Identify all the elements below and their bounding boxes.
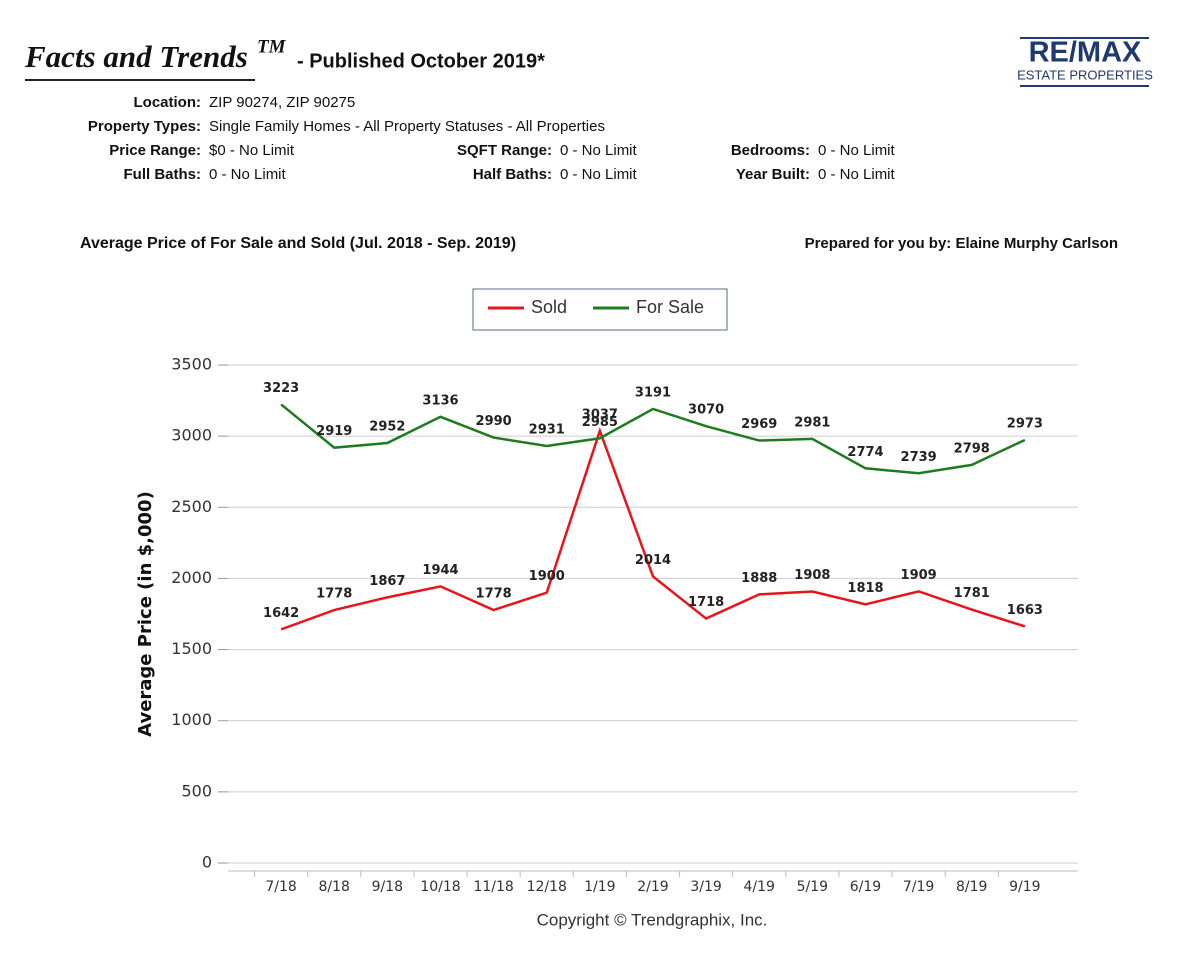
data-label: 3136 xyxy=(422,393,458,408)
x-tick-label: 3/19 xyxy=(690,879,721,895)
data-label: 2931 xyxy=(529,422,565,437)
data-label: 1818 xyxy=(847,581,883,596)
y-tick-label: 2000 xyxy=(171,568,212,587)
x-tick-label: 12/18 xyxy=(527,879,567,895)
x-tick-label: 5/19 xyxy=(797,879,828,895)
data-label: 3223 xyxy=(263,381,299,396)
filter-value: Single Family Homes - All Property Statu… xyxy=(209,118,605,135)
data-label: 3191 xyxy=(635,385,671,400)
data-label: 2969 xyxy=(741,417,777,432)
data-label: 1888 xyxy=(741,571,777,586)
data-label: 1900 xyxy=(529,569,565,584)
filter-value: 0 - No Limit xyxy=(560,142,638,159)
filter-value: 0 - No Limit xyxy=(560,166,638,183)
y-tick-label: 1500 xyxy=(171,639,212,658)
data-label: 1944 xyxy=(422,563,458,578)
filter-label: Bedrooms: xyxy=(731,142,810,159)
data-label: 1908 xyxy=(794,568,830,583)
legend-label: For Sale xyxy=(636,297,704,317)
filter-value: ZIP 90274, ZIP 90275 xyxy=(209,94,355,111)
prepared-by: Prepared for you by: Elaine Murphy Carls… xyxy=(805,235,1118,252)
x-tick-label: 4/19 xyxy=(744,879,775,895)
filter-label: Full Baths: xyxy=(124,166,202,183)
logo-sub: ESTATE PROPERTIES xyxy=(1017,67,1153,82)
x-tick-label: 9/18 xyxy=(372,879,403,895)
data-label: 2952 xyxy=(369,419,405,434)
data-label: 2973 xyxy=(1007,416,1043,431)
data-label: 2919 xyxy=(316,424,352,439)
data-label: 1642 xyxy=(263,606,299,621)
x-tick-label: 11/18 xyxy=(473,879,513,895)
filter-value: 0 - No Limit xyxy=(818,142,896,159)
data-label: 2981 xyxy=(794,415,830,430)
data-label: 1778 xyxy=(316,587,352,602)
filter-label: Location: xyxy=(134,94,202,111)
x-tick-label: 8/19 xyxy=(956,879,987,895)
data-label: 3070 xyxy=(688,403,724,418)
data-label: 2985 xyxy=(582,415,618,430)
title: Facts and Trends xyxy=(24,39,248,74)
line xyxy=(280,403,1026,475)
filter-label: SQFT Range: xyxy=(457,142,552,159)
trademark: TM xyxy=(257,36,287,57)
data-label: 1718 xyxy=(688,595,724,610)
data-label: 2774 xyxy=(847,445,883,460)
filter-value: 0 - No Limit xyxy=(209,166,287,183)
filter-value: 0 - No Limit xyxy=(818,166,896,183)
published: - Published October 2019* xyxy=(297,50,545,72)
y-tick-label: 3500 xyxy=(171,355,212,374)
x-tick-label: 7/19 xyxy=(903,879,934,895)
data-label: 3037 xyxy=(582,407,618,422)
data-label: 2739 xyxy=(901,450,937,465)
data-label: 1663 xyxy=(1007,603,1043,618)
filter-label: Year Built: xyxy=(736,166,810,183)
line xyxy=(280,427,1026,631)
filter-label: Price Range: xyxy=(109,142,201,159)
chart-heading: Average Price of For Sale and Sold (Jul.… xyxy=(80,235,516,252)
data-label: 1909 xyxy=(901,568,937,583)
x-tick-label: 9/19 xyxy=(1009,879,1040,895)
filter-value: $0 - No Limit xyxy=(209,142,295,159)
copyright: Copyright © Trendgraphix, Inc. xyxy=(537,910,768,929)
x-tick-label: 8/18 xyxy=(319,879,350,895)
x-tick-label: 1/19 xyxy=(584,879,615,895)
filter-label: Property Types: xyxy=(88,118,201,135)
data-label: 1867 xyxy=(369,574,405,589)
y-axis-label: Average Price (in $,000) xyxy=(135,491,156,737)
y-tick-label: 0 xyxy=(202,853,212,872)
data-label: 1781 xyxy=(954,586,990,601)
filter-label: Half Baths: xyxy=(473,166,552,183)
x-tick-label: 6/19 xyxy=(850,879,881,895)
logo: RE/MAX xyxy=(1029,37,1142,69)
data-label: 2798 xyxy=(954,441,990,456)
y-tick-label: 2500 xyxy=(171,497,212,516)
x-tick-label: 7/18 xyxy=(265,879,296,895)
y-tick-label: 1000 xyxy=(171,710,212,729)
data-label: 2014 xyxy=(635,553,671,568)
data-label: 2990 xyxy=(476,414,512,429)
data-label: 1778 xyxy=(476,587,512,602)
x-tick-label: 2/19 xyxy=(637,879,668,895)
legend-label: Sold xyxy=(531,297,567,317)
y-tick-label: 500 xyxy=(181,781,212,800)
x-tick-label: 10/18 xyxy=(420,879,460,895)
y-tick-label: 3000 xyxy=(171,426,212,445)
